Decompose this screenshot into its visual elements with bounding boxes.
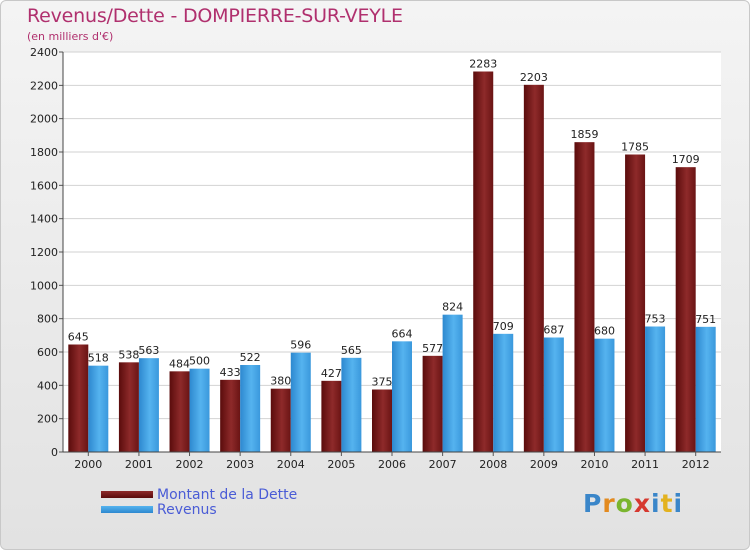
data-label-debt-2008: 2283 [469, 58, 497, 71]
x-tick-label: 2012 [682, 458, 710, 471]
bar-debt-2012 [675, 167, 696, 452]
bar-debt-2008 [473, 71, 494, 452]
legend-swatch-revenue [101, 506, 153, 513]
bar-revenue-2005 [341, 357, 362, 452]
data-label-debt-2011: 1785 [621, 141, 649, 154]
y-tick-label: 1400 [30, 213, 58, 226]
x-tick-label: 2008 [479, 458, 507, 471]
data-label-revenue-2006: 664 [392, 327, 413, 340]
data-label-revenue-2011: 753 [645, 313, 666, 326]
data-label-revenue-2005: 565 [341, 344, 362, 357]
data-label-debt-2009: 2203 [520, 71, 548, 84]
y-tick-label: 1200 [30, 246, 58, 259]
legend-item-debt: Montant de la Dette [101, 486, 298, 503]
bar-revenue-2000 [88, 365, 109, 452]
data-label-revenue-2007: 824 [442, 301, 463, 314]
x-tick-label: 2002 [176, 458, 204, 471]
bar-debt-2011 [625, 154, 646, 452]
proxiti-logo: Proxiti [583, 489, 684, 518]
legend: Montant de la Dette Revenus [101, 486, 298, 518]
legend-item-revenue: Revenus [101, 501, 297, 518]
bar-debt-2006 [372, 389, 392, 452]
data-label-debt-2005: 427 [321, 367, 342, 380]
y-tick-label: 1800 [30, 146, 58, 159]
data-label-debt-2007: 577 [422, 342, 443, 355]
data-label-revenue-2002: 500 [189, 355, 210, 368]
data-label-debt-2006: 375 [372, 376, 393, 389]
y-tick-label: 2200 [30, 79, 58, 92]
bar-revenue-2004 [290, 352, 311, 452]
x-tick-label: 2011 [631, 458, 659, 471]
data-label-revenue-2012: 751 [695, 313, 716, 326]
x-tick-label: 2006 [378, 458, 406, 471]
chart-subtitle: (en milliers d'€) [27, 30, 114, 43]
y-tick-label: 800 [37, 313, 58, 326]
x-tick-label: 2004 [277, 458, 305, 471]
bar-revenue-2001 [138, 358, 159, 452]
data-label-revenue-2003: 522 [240, 351, 261, 364]
bar-revenue-2012 [695, 326, 716, 452]
data-label-revenue-2010: 680 [594, 325, 615, 338]
data-label-debt-2001: 538 [118, 348, 139, 361]
bar-revenue-2006 [392, 341, 412, 452]
x-tick-label: 2010 [580, 458, 608, 471]
data-label-revenue-2009: 687 [543, 324, 564, 337]
bar-revenue-2008 [493, 333, 514, 452]
y-tick-label: 2000 [30, 113, 58, 126]
data-label-debt-2004: 380 [270, 375, 291, 388]
bar-debt-2004 [270, 388, 291, 452]
data-label-revenue-2000: 518 [88, 352, 109, 365]
chart-title: Revenus/Dette - DOMPIERRE-SUR-VEYLE [27, 5, 403, 27]
x-tick-label: 2009 [530, 458, 558, 471]
bar-debt-2009 [523, 84, 544, 452]
legend-label-debt: Montant de la Dette [157, 486, 298, 503]
y-tick-label: 600 [37, 346, 58, 359]
legend-label-revenue: Revenus [157, 501, 217, 518]
bar-revenue-2003 [240, 365, 261, 452]
data-label-debt-2003: 433 [220, 366, 241, 379]
x-tick-label: 2001 [125, 458, 153, 471]
data-label-revenue-2008: 709 [493, 320, 514, 333]
bar-revenue-2010 [594, 338, 615, 452]
bar-debt-2010 [574, 142, 595, 452]
bar-revenue-2009 [543, 337, 564, 452]
data-label-revenue-2004: 596 [290, 339, 311, 352]
y-tick-label: 1600 [30, 179, 58, 192]
bar-revenue-2007 [442, 314, 463, 452]
y-tick-label: 200 [37, 413, 58, 426]
data-label-debt-2012: 1709 [672, 153, 700, 166]
bar-debt-2003 [220, 379, 241, 452]
y-tick-label: 400 [37, 379, 58, 392]
data-label-debt-2000: 645 [68, 331, 89, 344]
bar-debt-2000 [68, 344, 89, 452]
data-label-debt-2002: 484 [169, 357, 190, 370]
data-label-debt-2010: 1859 [570, 128, 598, 141]
y-tick-label: 2400 [30, 46, 58, 59]
legend-swatch-debt [101, 491, 153, 498]
bar-revenue-2002 [189, 368, 210, 452]
x-tick-label: 2000 [74, 458, 102, 471]
y-tick-label: 0 [51, 446, 58, 459]
y-tick-label: 1000 [30, 279, 58, 292]
data-label-revenue-2001: 563 [138, 344, 159, 357]
x-tick-label: 2007 [429, 458, 457, 471]
bar-revenue-2011 [645, 326, 666, 452]
x-tick-label: 2003 [226, 458, 254, 471]
bar-debt-2005 [321, 380, 342, 452]
bar-debt-2007 [422, 355, 443, 452]
x-tick-label: 2005 [327, 458, 355, 471]
bar-debt-2002 [169, 371, 190, 452]
bar-debt-2001 [118, 362, 139, 452]
